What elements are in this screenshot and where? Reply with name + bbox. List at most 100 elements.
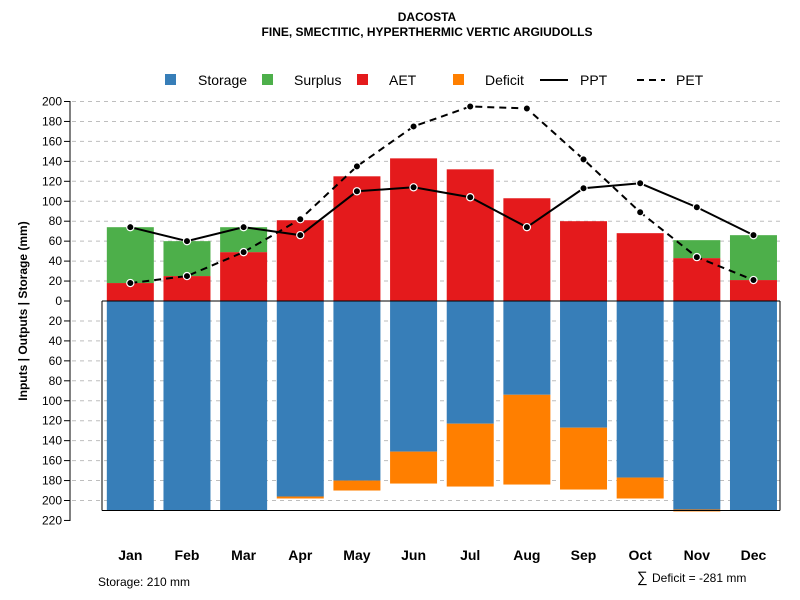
legend-swatch-deficit	[453, 74, 464, 85]
storage-bar-dec	[729, 301, 777, 511]
y-tick-label: 200	[42, 95, 62, 109]
storage-bar-sep	[560, 301, 608, 428]
storage-bar-feb	[163, 301, 211, 511]
deficit-bar-apr	[276, 496, 324, 499]
legend-label-storage: Storage	[198, 72, 247, 88]
y-tick-label: 160	[42, 134, 62, 148]
aet-bar-may	[333, 176, 381, 301]
pet-point-may	[352, 162, 362, 171]
month-label-aug: Aug	[513, 547, 540, 563]
pet-line	[130, 105, 754, 285]
aet-bar-sep	[560, 221, 608, 301]
legend: Storage Surplus AET Deficit PPT PET	[165, 72, 704, 88]
month-label-jan: Jan	[118, 547, 142, 563]
ppt-point-dec	[749, 230, 758, 240]
chart-subtitle: FINE, SMECTITIC, HYPERTHERMIC VERTIC ARG…	[262, 25, 593, 39]
plot-frame	[101, 300, 781, 511]
aet-bar-oct	[616, 233, 664, 301]
pet-point-jun	[409, 122, 418, 131]
ppt-point-aug	[522, 222, 532, 232]
pet-point-mar	[239, 247, 248, 257]
ppt-point-nov	[692, 203, 702, 212]
y-tick-label: 100	[42, 394, 62, 408]
pet-point-oct	[635, 208, 645, 217]
y-tick-label: 60	[49, 234, 63, 248]
ppt-point-may	[352, 187, 362, 196]
pet-point-sep	[579, 155, 588, 164]
storage-bar-oct	[616, 301, 664, 478]
y-tick-label: 140	[42, 434, 62, 448]
y-tick-label: 160	[42, 454, 62, 468]
legend-label-surplus: Surplus	[294, 72, 341, 88]
y-tick-label: 120	[42, 174, 62, 188]
legend-swatch-surplus	[262, 74, 273, 85]
legend-label-aet: AET	[389, 72, 417, 88]
aet-bar-jun	[390, 158, 438, 301]
ppt-point-jan	[126, 222, 135, 232]
aet-bar-jan	[106, 283, 154, 301]
storage-bar-jan	[106, 301, 154, 511]
legend-swatch-storage	[165, 74, 176, 85]
storage-bar-jul	[446, 301, 494, 424]
month-label-sep: Sep	[571, 547, 597, 563]
surplus-bar-jan	[106, 227, 154, 284]
month-label-feb: Feb	[175, 547, 200, 563]
month-label-jul: Jul	[460, 547, 480, 563]
deficit-bar-jul	[446, 423, 494, 487]
legend-label-ppt: PPT	[580, 72, 608, 88]
legend-label-pet: PET	[676, 72, 704, 88]
y-tick-label: 20	[49, 314, 63, 328]
y-tick-label: 220	[42, 513, 62, 527]
y-tick-label: 40	[49, 254, 63, 268]
y-tick-label: 40	[49, 334, 63, 348]
chart-title: DACOSTA	[398, 10, 457, 24]
series-lines	[126, 102, 758, 288]
deficit-bar-aug	[503, 394, 551, 485]
month-label-jun: Jun	[401, 547, 426, 563]
surplus-bar-dec	[729, 235, 777, 281]
y-tick-label: 80	[49, 214, 63, 228]
aet-bar-nov	[673, 258, 721, 301]
ppt-point-oct	[635, 179, 645, 188]
pet-point-jul	[466, 102, 475, 111]
y-tick-label: 100	[42, 194, 62, 208]
month-label-mar: Mar	[231, 547, 256, 563]
y-tick-label: 80	[49, 374, 63, 388]
deficit-bar-sep	[560, 427, 608, 490]
month-label-apr: Apr	[288, 547, 313, 563]
y-tick-label: 180	[42, 474, 62, 488]
pet-point-dec	[749, 275, 758, 285]
storage-bar-may	[333, 301, 381, 481]
aet-bar-mar	[220, 252, 268, 301]
aet-bar-aug	[503, 198, 551, 301]
storage-bar-jun	[390, 301, 438, 452]
surplus-bar-feb	[163, 241, 211, 277]
legend-swatch-aet	[357, 74, 368, 85]
deficit-bar-jun	[390, 451, 438, 484]
storage-note: Storage: 210 mm	[98, 575, 190, 589]
storage-bar-nov	[673, 301, 721, 510]
month-label-oct: Oct	[629, 547, 653, 563]
month-label-dec: Dec	[741, 547, 767, 563]
ppt-point-jul	[466, 193, 475, 202]
y-tick-label: 60	[49, 354, 63, 368]
ppt-point-mar	[239, 222, 248, 232]
y-tick-label: 180	[42, 114, 62, 128]
y-tick-label: 20	[49, 274, 63, 288]
aet-bar-jul	[446, 169, 494, 301]
storage-bar-mar	[220, 301, 268, 511]
storage-bar-aug	[503, 301, 551, 395]
surplus-bar-nov	[673, 240, 721, 259]
pet-point-nov	[692, 252, 702, 262]
deficit-bar-oct	[616, 477, 664, 499]
ppt-point-jun	[409, 183, 418, 192]
legend-label-deficit: Deficit	[485, 72, 524, 88]
y-tick-label: 0	[55, 294, 62, 308]
pet-point-feb	[182, 271, 192, 281]
y-axis: 2001801601401201008060402002040608010012…	[42, 95, 71, 527]
pet-point-jan	[126, 278, 135, 288]
ppt-point-apr	[296, 230, 305, 240]
month-label-nov: Nov	[684, 547, 711, 563]
sum-icon: ∑	[637, 569, 648, 586]
